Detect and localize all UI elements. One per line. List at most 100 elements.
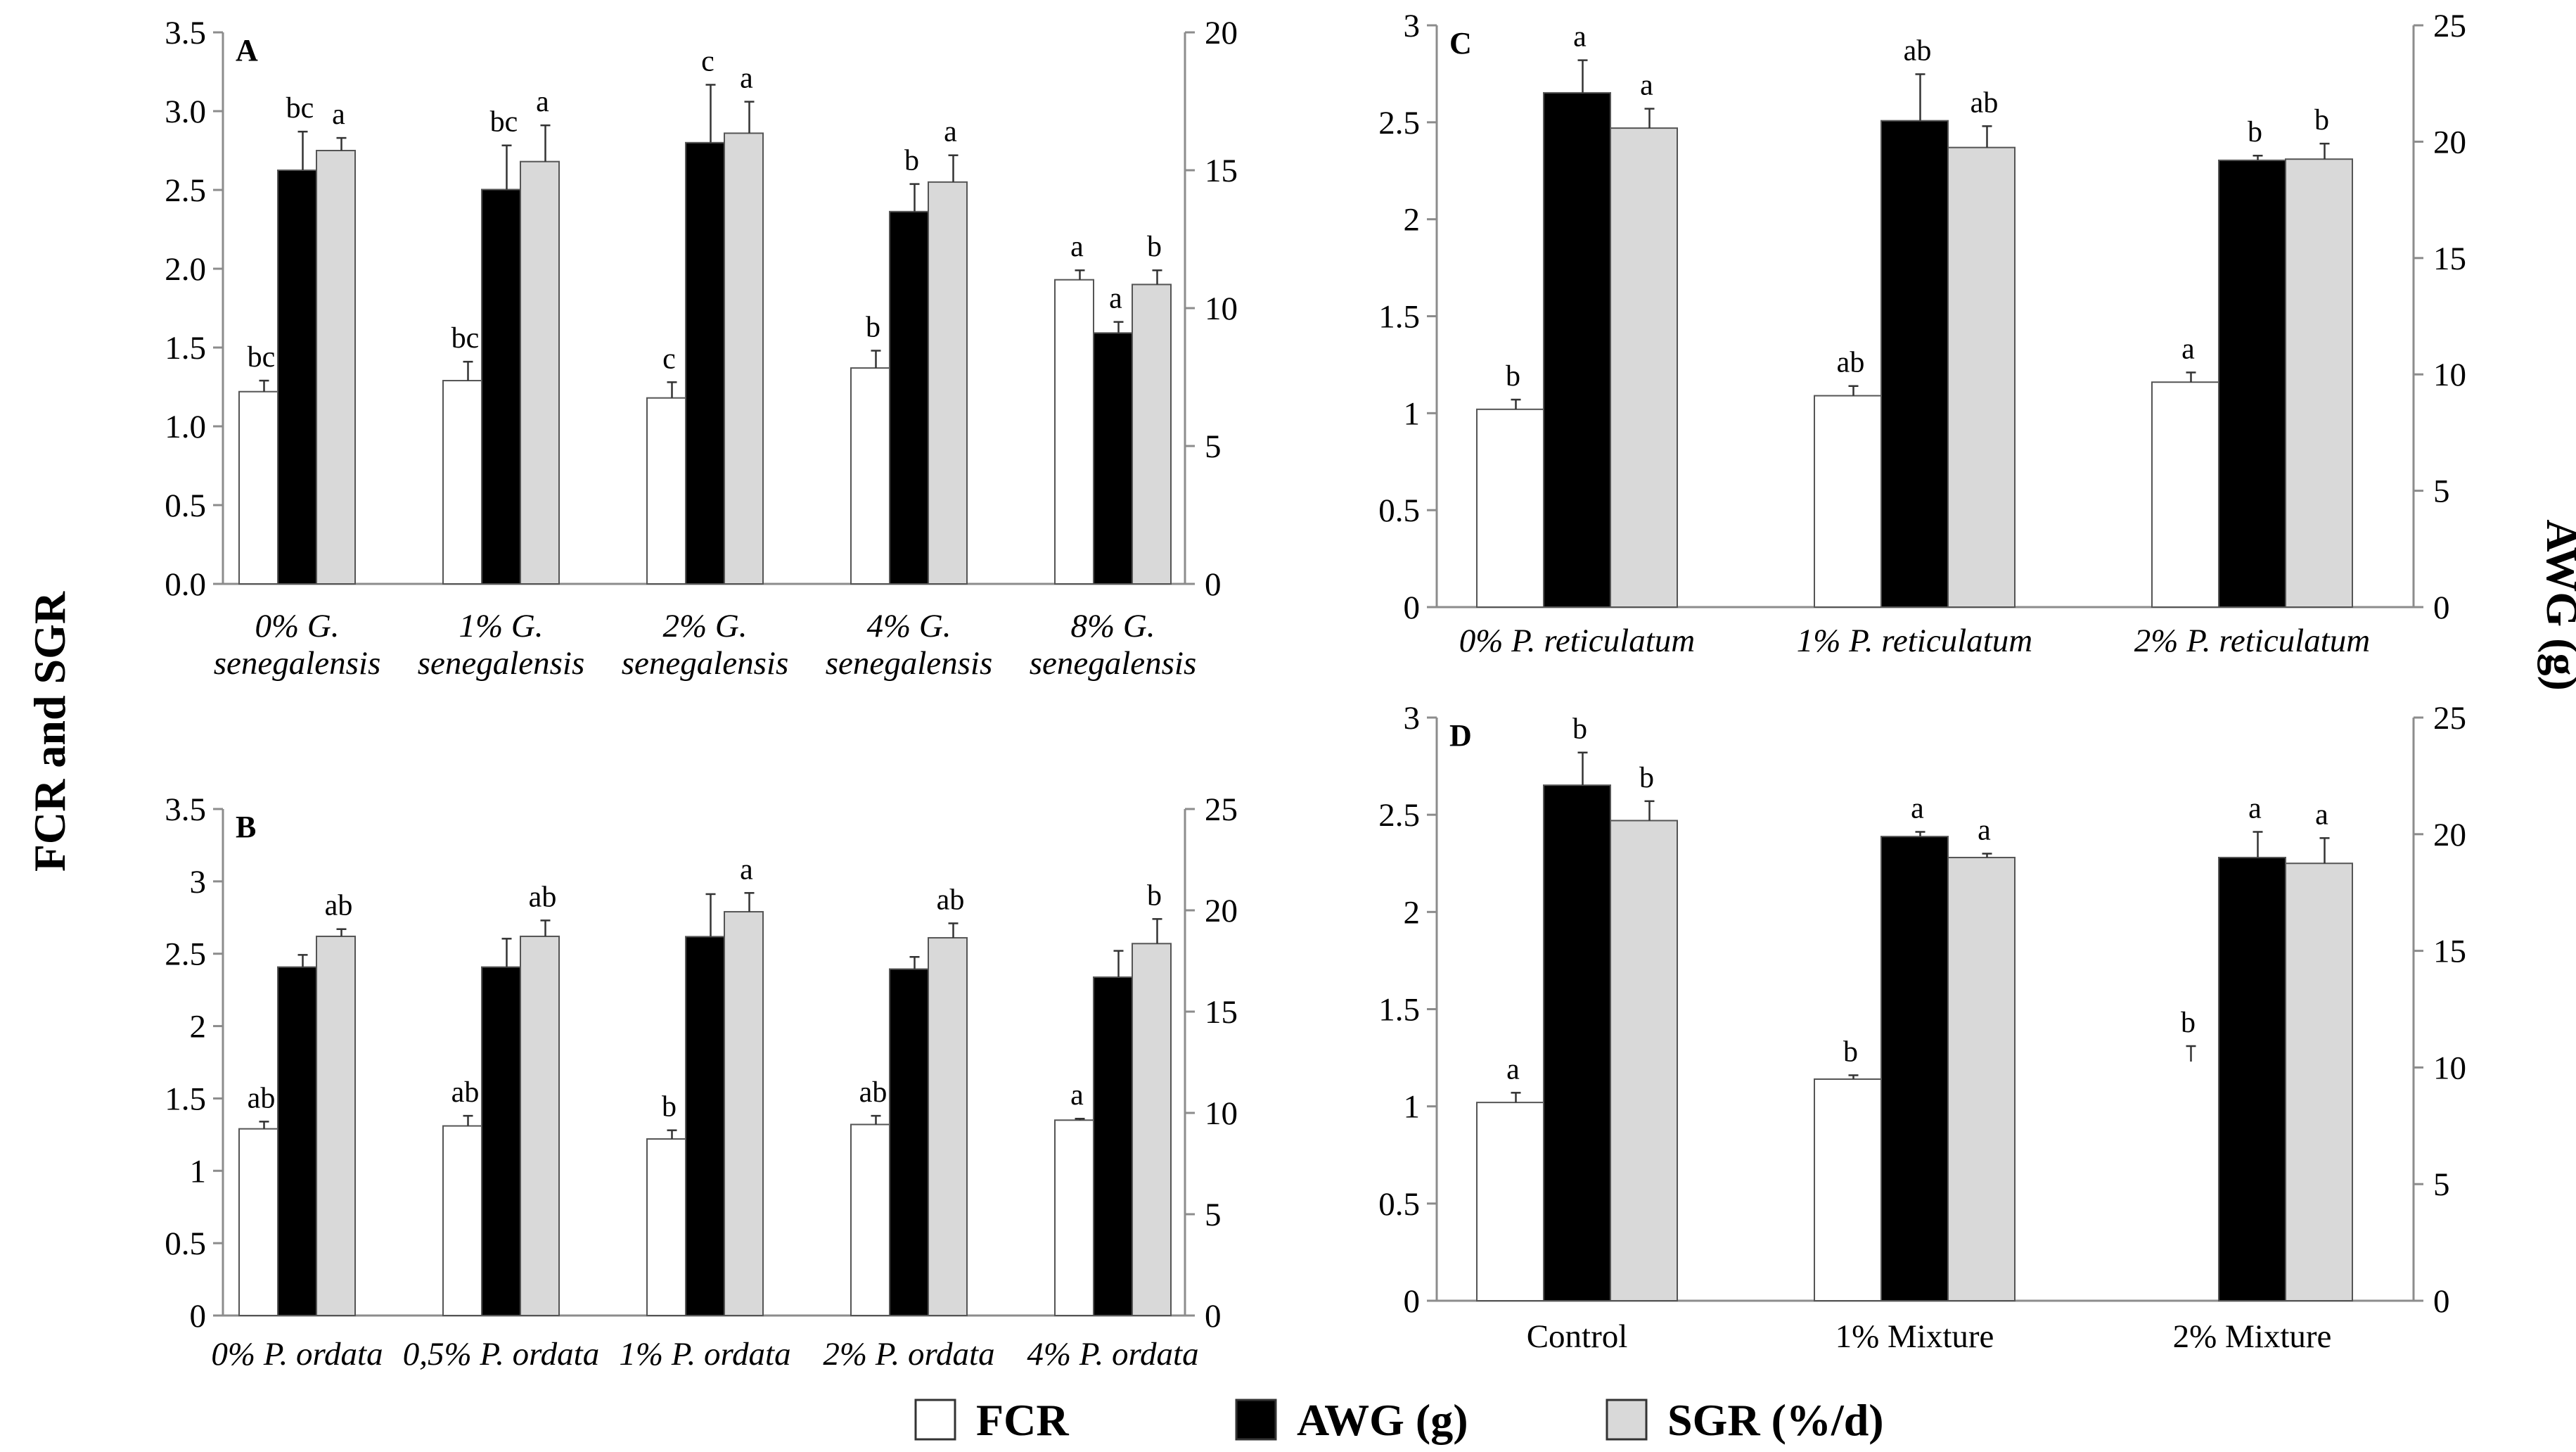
right-tick-label: 0: [1205, 1298, 1222, 1335]
left-tick-label: 1.5: [165, 330, 206, 367]
bar-fcr: [2151, 381, 2219, 609]
bar-awg: [1093, 332, 1133, 585]
significance-letter: bc: [490, 106, 518, 139]
panel-d: 0 0.5 1 1.5 2 2.5 3 0 5 10 15 20 25 Da b b Control b a a 1% …: [1378, 700, 2466, 1355]
bar-sgr: [1947, 856, 2016, 1301]
significance-letter: bc: [451, 322, 480, 355]
left-tick-label: 0.0: [165, 566, 206, 603]
bar-awg: [1543, 91, 1611, 608]
bar-fcr: [646, 1138, 686, 1316]
significance-letter: a: [1640, 70, 1653, 102]
left-tick-label: 0: [1404, 590, 1421, 626]
right-tick-label: 10: [2433, 357, 2466, 393]
bar-fcr: [646, 397, 686, 585]
significance-letter: ab: [1971, 87, 1999, 119]
right-tick-label: 5: [1205, 1197, 1222, 1233]
significance-letter: b: [904, 145, 919, 177]
left-tick-label: 2.0: [165, 251, 206, 288]
significance-letter: a: [536, 86, 549, 118]
right-axis-title: AWG (g): [2537, 519, 2576, 691]
right-tick-label: 10: [1205, 1095, 1238, 1132]
bar-sgr: [928, 181, 968, 585]
significance-letter: a: [1506, 1053, 1520, 1085]
significance-letter: b: [2314, 104, 2329, 136]
right-tick-label: 15: [2433, 934, 2466, 970]
left-tick-label: 1.5: [1378, 299, 1420, 336]
left-tick-label: 0: [190, 1298, 207, 1335]
category-label: senegalensis: [214, 645, 381, 682]
right-tick-label: 25: [2433, 8, 2466, 44]
bar-awg: [685, 936, 725, 1316]
significance-letter: a: [1070, 231, 1084, 263]
significance-letter: ab: [529, 881, 557, 913]
category-label: 4% G.: [866, 608, 951, 644]
left-tick-label: 2.5: [1378, 797, 1420, 834]
bar-awg: [277, 966, 317, 1316]
left-tick-label: 3: [1404, 700, 1421, 737]
category-label: 2% G.: [662, 608, 747, 644]
right-tick-label: 5: [2433, 473, 2450, 510]
bar-fcr: [1814, 1078, 1882, 1301]
bar-fcr: [1054, 279, 1094, 585]
legend-item-sgr: SGR (%/d): [1606, 1395, 1884, 1445]
bar-awg: [481, 966, 521, 1316]
bar-sgr: [1132, 284, 1172, 585]
category-label: 1% P. ordata: [619, 1336, 790, 1373]
bar-sgr: [928, 937, 968, 1316]
significance-letter: b: [866, 311, 880, 343]
legend-label: AWG (g): [1297, 1395, 1468, 1445]
category-label: 2% P. ordata: [823, 1336, 994, 1373]
left-tick-label: 2.5: [165, 936, 206, 973]
right-tick-label: 15: [2433, 241, 2466, 277]
significance-letter: a: [332, 98, 345, 131]
category-label: senegalensis: [418, 645, 585, 682]
significance-letter: b: [1572, 713, 1587, 746]
significance-letter: ab: [859, 1076, 887, 1109]
bar-fcr: [1476, 408, 1544, 608]
significance-letter: ab: [1904, 34, 1932, 67]
category-label: 4% P. ordata: [1027, 1336, 1198, 1373]
right-tick-label: 10: [2433, 1050, 2466, 1086]
left-tick-label: 2.5: [1378, 105, 1420, 141]
right-tick-label: 15: [1205, 994, 1238, 1031]
legend-swatch-fcr: [914, 1399, 956, 1441]
right-tick-label: 0: [2433, 590, 2450, 626]
left-tick-label: 2: [1404, 894, 1421, 931]
significance-letter: a: [740, 853, 753, 886]
left-tick-label: 0.5: [165, 1225, 206, 1262]
right-tick-label: 5: [2433, 1166, 2450, 1203]
bar-awg: [889, 210, 929, 585]
bar-fcr: [442, 380, 482, 585]
bar-awg: [1880, 120, 1949, 609]
legend-label: FCR: [976, 1395, 1069, 1445]
bar-awg: [889, 968, 929, 1317]
legend: FCR AWG (g) SGR (%/d): [914, 1395, 1884, 1445]
significance-letter: ab: [248, 1082, 276, 1114]
panel-label: A: [236, 33, 258, 68]
significance-letter: a: [944, 116, 957, 148]
bar-fcr: [442, 1125, 482, 1316]
significance-letter: a: [740, 63, 753, 95]
left-tick-label: 0: [1404, 1283, 1421, 1320]
bar-awg: [481, 189, 521, 585]
left-tick-label: 2.5: [165, 172, 206, 209]
left-tick-label: 1.0: [165, 409, 206, 445]
category-label: Control: [1527, 1318, 1628, 1355]
significance-letter: a: [1109, 283, 1122, 315]
right-tick-label: 20: [2433, 817, 2466, 853]
significance-letter: b: [1639, 762, 1654, 794]
bar-sgr: [1610, 820, 1678, 1301]
left-tick-label: 3: [190, 864, 207, 900]
bar-fcr: [1814, 395, 1882, 608]
right-tick-label: 0: [2433, 1283, 2450, 1320]
right-tick-label: 15: [1205, 153, 1238, 189]
legend-label: SGR (%/d): [1667, 1395, 1884, 1445]
bar-awg: [2218, 159, 2286, 608]
bar-sgr: [1132, 943, 1172, 1317]
left-tick-label: 0.5: [1378, 1186, 1420, 1223]
bar-sgr: [520, 936, 560, 1316]
significance-letter: a: [2248, 792, 2262, 824]
significance-letter: bc: [286, 92, 314, 125]
left-tick-label: 3.5: [165, 15, 206, 51]
